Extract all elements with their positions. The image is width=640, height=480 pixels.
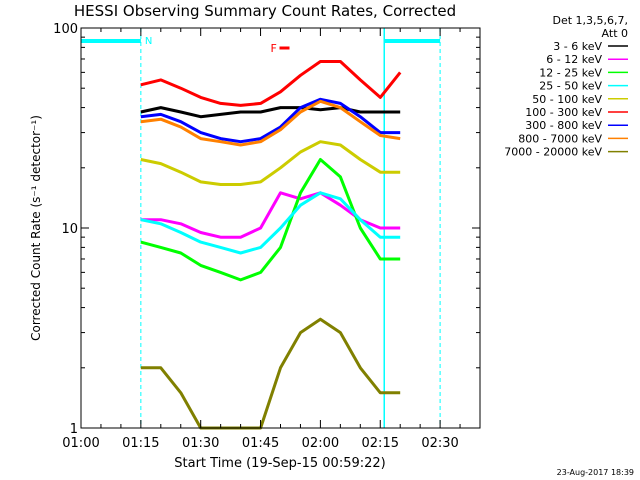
x-tick-label-2: 01:30	[182, 436, 219, 451]
x-tick-label-3: 01:45	[242, 436, 279, 451]
legend-label-6: 300 - 800 keV	[525, 119, 602, 132]
plot-area: NF	[81, 28, 441, 430]
x-tick-label-4: 02:00	[302, 436, 339, 451]
flare-label: F	[270, 42, 276, 55]
legend-label-2: 12 - 25 keV	[539, 66, 602, 79]
series-line-3	[140, 191, 401, 255]
axes: 01:00 01:15 01:30 01:45 02:00 02:15 02:30 1 10 10…	[53, 22, 480, 451]
footer-date: 23-Aug-2017 18:39	[557, 468, 634, 477]
series-line-5	[140, 60, 402, 107]
y-axis-label: Corrected Count Rate (s⁻¹ detector⁻¹)	[29, 115, 43, 341]
night-label: N	[145, 36, 152, 47]
series-line-0	[140, 106, 401, 119]
series-line-6	[140, 97, 401, 144]
legend-label-3: 25 - 50 keV	[539, 80, 602, 93]
legend-header-line-1: Det 1,3,5,6,7,	[552, 14, 628, 27]
series-line-4	[140, 140, 401, 186]
series-line-8	[140, 317, 401, 430]
legend-header-line-2: Att 0	[602, 27, 628, 40]
x-tick-label-0: 01:00	[62, 436, 99, 451]
x-tick-label-5: 02:15	[362, 436, 399, 451]
series-line-7	[140, 99, 401, 147]
y-tick-label-1: 10	[61, 222, 78, 237]
chart-title: HESSI Observing Summary Count Rates, Cor…	[74, 2, 456, 20]
x-axis-label: Start Time (19-Sep-15 00:59:22)	[174, 456, 385, 471]
series-line-2	[140, 158, 401, 282]
legend-label-8: 7000 - 20000 keV	[504, 146, 602, 159]
legend-label-7: 800 - 7000 keV	[518, 132, 602, 145]
legend-label-4: 50 - 100 keV	[532, 93, 602, 106]
y-tick-label-0: 1	[70, 422, 78, 437]
y-tick-label-2: 100	[53, 22, 78, 37]
x-tick-label-6: 02:30	[421, 436, 458, 451]
legend-label-5: 100 - 300 keV	[525, 106, 602, 119]
x-tick-label-1: 01:15	[122, 436, 159, 451]
legend-label-1: 6 - 12 keV	[546, 53, 602, 66]
legend-label-0: 3 - 6 keV	[553, 40, 602, 53]
